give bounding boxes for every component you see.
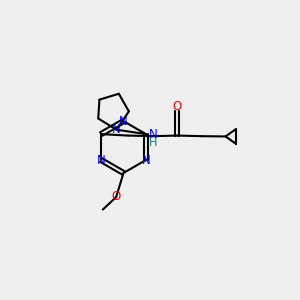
Text: O: O — [112, 190, 121, 203]
Text: N: N — [149, 128, 158, 142]
Text: N: N — [119, 115, 128, 128]
Text: N: N — [142, 154, 150, 166]
Text: O: O — [173, 100, 182, 113]
Text: N: N — [97, 154, 105, 166]
Text: H: H — [149, 138, 158, 148]
Text: N: N — [112, 123, 120, 136]
